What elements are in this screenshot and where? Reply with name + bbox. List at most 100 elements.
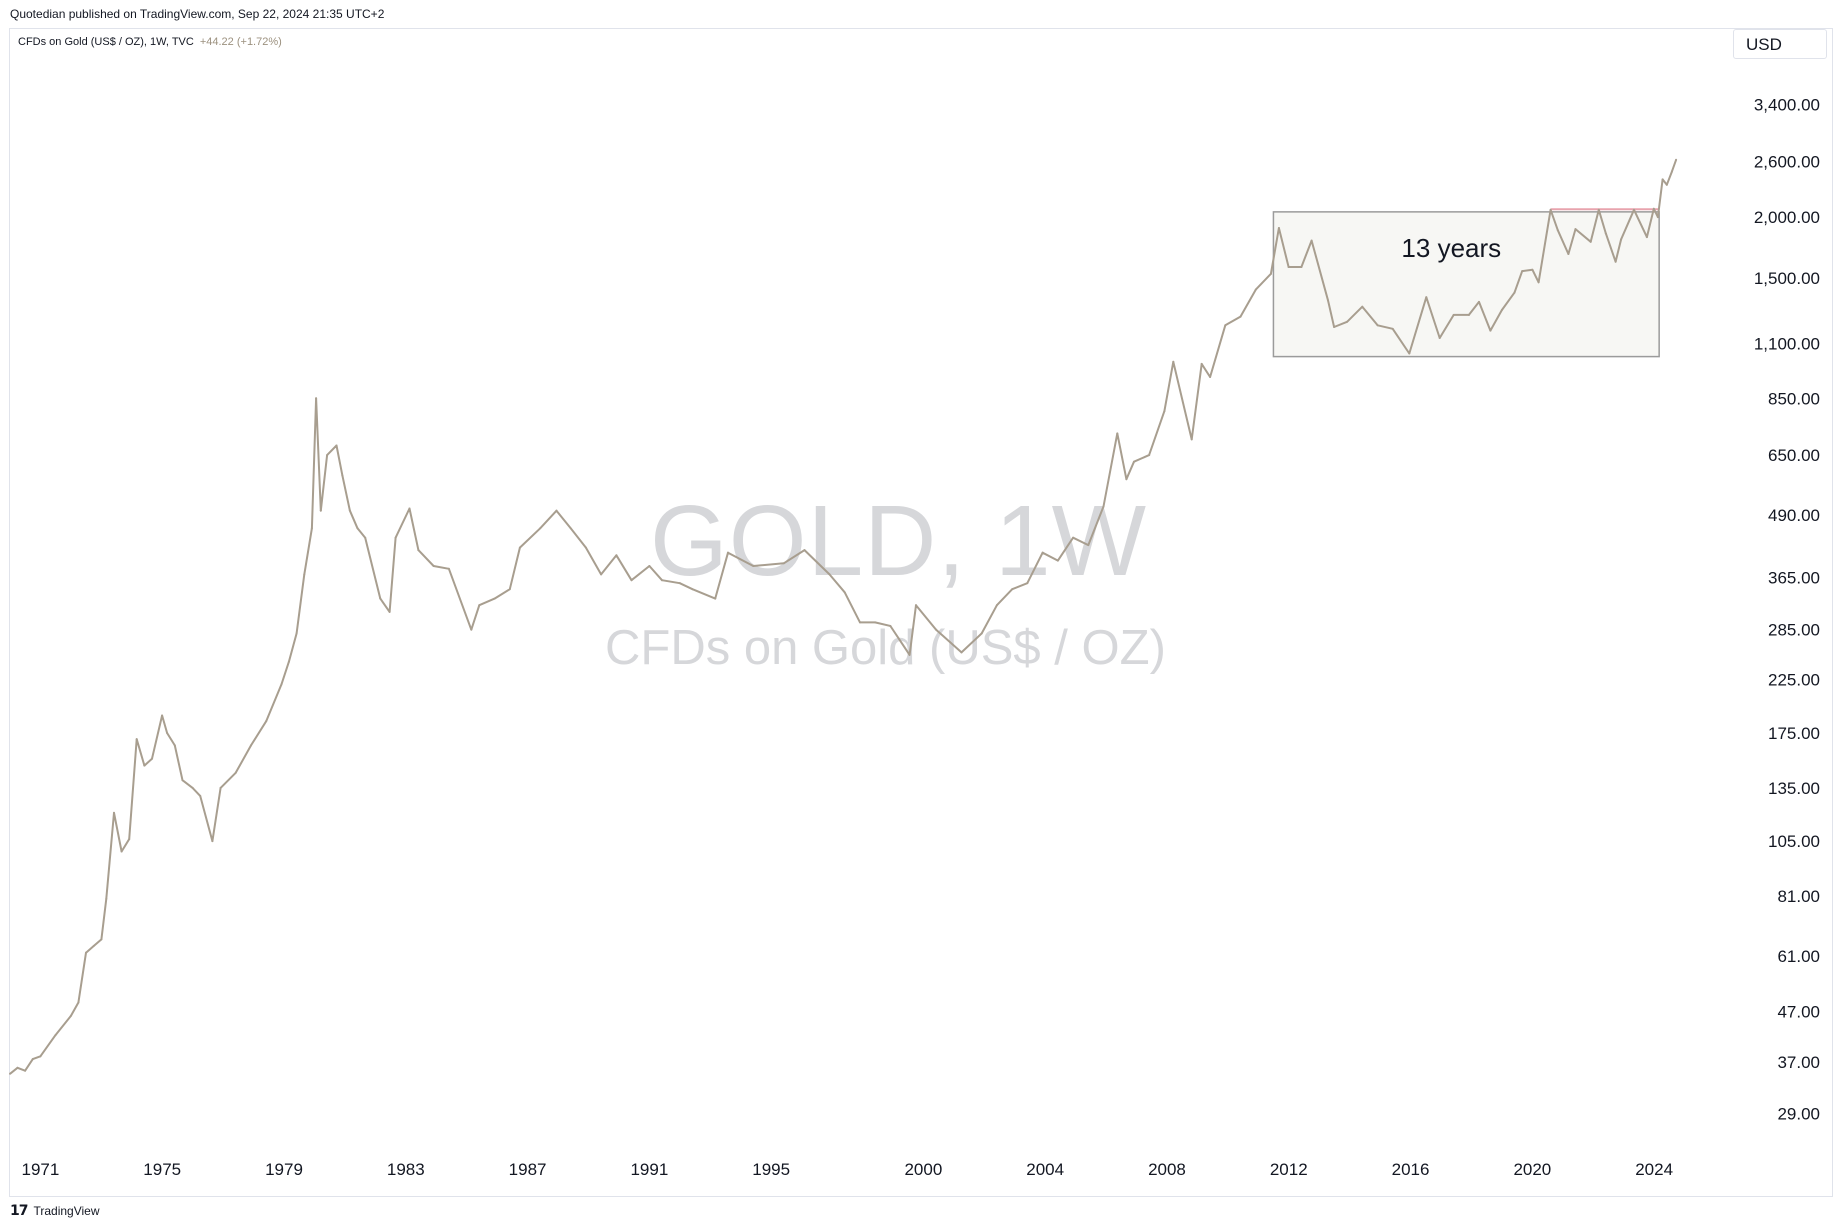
y-tick-label: 37.00 (1777, 1053, 1820, 1072)
price-series-line[interactable] (9, 159, 1678, 1075)
data-point (1209, 375, 1212, 378)
data-point (1645, 236, 1648, 239)
data-point (1116, 432, 1119, 435)
currency-button[interactable]: USD (1733, 29, 1827, 59)
data-point (388, 610, 391, 613)
data-point (1478, 300, 1481, 303)
data-point (493, 597, 496, 600)
data-point (752, 564, 755, 567)
data-point (1333, 326, 1336, 329)
data-point (303, 573, 306, 576)
data-point (1041, 551, 1044, 554)
data-point (889, 624, 892, 627)
data-point (120, 850, 123, 853)
data-point (379, 597, 382, 600)
y-tick-label: 81.00 (1777, 887, 1820, 906)
data-point (151, 757, 154, 760)
data-point (539, 527, 542, 530)
data-point (1425, 296, 1428, 299)
top-bar: Quotedian published on TradingView.com, … (0, 0, 1840, 26)
data-point (85, 951, 88, 954)
data-point (1438, 336, 1441, 339)
data-point (555, 509, 558, 512)
data-point (1537, 281, 1540, 284)
data-point (1346, 320, 1349, 323)
x-axis: 1971 1975 1979 1983 1987 1991 1995 2000 2004 2008… (22, 1160, 1674, 1179)
data-point (1026, 582, 1029, 585)
y-tick-label: 47.00 (1777, 1002, 1820, 1021)
data-point (1056, 559, 1059, 562)
annotation-box[interactable] (1272, 211, 1660, 358)
symbol-legend[interactable]: CFDs on Gold (US$ / OZ), 1W, TVC +44.22 (… (18, 36, 282, 48)
data-point (1675, 158, 1678, 161)
data-point (569, 527, 572, 530)
data-point (1391, 327, 1394, 330)
data-point (447, 567, 450, 570)
y-axis: 3,400.00 2,600.00 2,000.00 1,500.00 1,100.00… (1754, 96, 1820, 1124)
watermark-symbol: GOLD, 1W (650, 485, 1147, 597)
data-point (908, 653, 911, 656)
data-point (1574, 228, 1577, 231)
x-tick-label: 1987 (509, 1160, 547, 1179)
x-tick-label: 2012 (1270, 1160, 1308, 1179)
data-point (100, 938, 103, 941)
data-point (356, 527, 359, 530)
y-tick-label: 2,000.00 (1754, 208, 1820, 227)
x-tick-label: 1971 (22, 1160, 60, 1179)
data-point (191, 786, 194, 789)
data-point (691, 588, 694, 591)
data-point (1604, 232, 1607, 235)
data-point (1652, 207, 1655, 210)
data-point (92, 944, 95, 947)
data-point (1087, 544, 1090, 547)
data-point (1239, 315, 1242, 318)
data-point (1589, 240, 1592, 243)
data-point (508, 588, 511, 591)
x-tick-label: 2020 (1513, 1160, 1551, 1179)
data-point (69, 1014, 72, 1017)
data-point (803, 549, 806, 552)
data-point (394, 536, 397, 539)
data-point (135, 738, 138, 741)
data-point (1467, 313, 1470, 316)
data-point (31, 1058, 34, 1061)
data-point (105, 897, 108, 900)
y-tick-label: 135.00 (1768, 779, 1820, 798)
data-point (726, 551, 729, 554)
data-point (348, 509, 351, 512)
currency-label: USD (1746, 35, 1782, 54)
annotation-layer: 13 years (1272, 208, 1660, 358)
data-point (9, 1072, 11, 1075)
data-point (173, 744, 176, 747)
y-tick-label: 650.00 (1768, 446, 1820, 465)
data-point (1102, 505, 1105, 508)
data-point (280, 683, 283, 686)
data-point (128, 838, 131, 841)
data-point (1632, 208, 1635, 211)
series-layer (9, 158, 1678, 1075)
y-tick-label: 29.00 (1777, 1105, 1820, 1124)
data-point (1656, 216, 1659, 219)
data-point (364, 536, 367, 539)
data-point (199, 794, 202, 797)
data-point (1376, 324, 1379, 327)
price-change: +44.22 (+1.72%) (199, 36, 282, 48)
data-point (1531, 268, 1534, 271)
data-point (1500, 308, 1503, 311)
data-point (1661, 178, 1664, 181)
tradingview-footer[interactable]: 17 TradingView (10, 1203, 100, 1219)
published-byline: Quotedian published on TradingView.com, … (10, 7, 385, 21)
data-point (161, 714, 164, 717)
data-point (1310, 239, 1313, 242)
data-point (112, 811, 115, 814)
x-tick-label: 1995 (752, 1160, 790, 1179)
data-point (1489, 329, 1492, 332)
data-point (1326, 299, 1329, 302)
y-tick-label: 1,500.00 (1754, 269, 1820, 288)
x-tick-label: 2024 (1635, 1160, 1673, 1179)
data-point (326, 454, 329, 457)
data-point (1148, 454, 1151, 457)
data-point (1513, 291, 1516, 294)
data-point (417, 549, 420, 552)
